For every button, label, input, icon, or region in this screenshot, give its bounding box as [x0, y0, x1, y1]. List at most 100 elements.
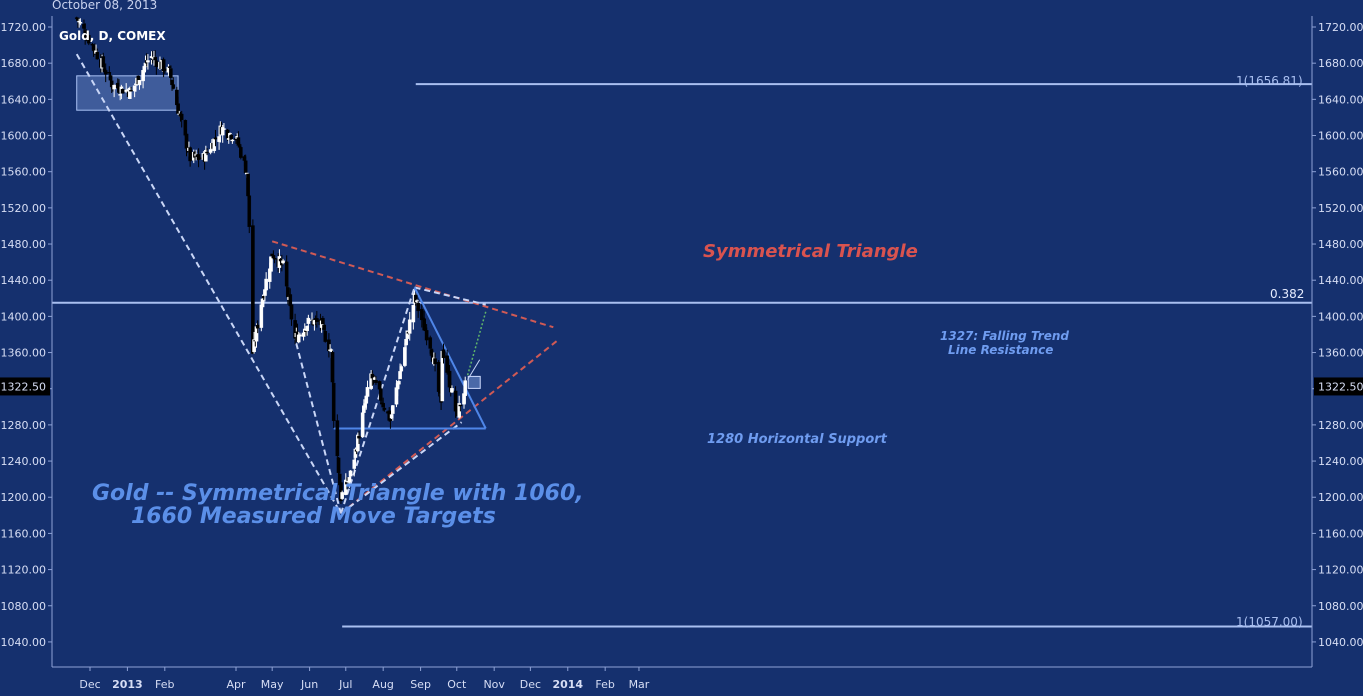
y-tick-label-right: 1640.00: [1318, 93, 1363, 106]
y-tick-label-left: 1600.00: [1, 130, 47, 143]
candle-body: [188, 147, 192, 162]
target-lower-label: 1(1057.00): [1236, 615, 1303, 629]
candle-body: [399, 366, 404, 372]
candle-body: [323, 330, 328, 342]
current-price-tag-right: [1314, 377, 1363, 396]
y-tick-label-left: 1440.00: [1, 274, 47, 287]
candle-body: [107, 72, 112, 74]
y-tick-label-right: 1720.00: [1318, 21, 1363, 34]
candle-body: [247, 195, 252, 227]
candle-body: [458, 404, 463, 407]
candle-body: [378, 388, 383, 401]
y-tick-label-right: 1520.00: [1318, 202, 1363, 215]
candle-body: [129, 90, 133, 92]
y-tick-label-right: 1200.00: [1318, 491, 1363, 504]
candle-body: [330, 352, 335, 383]
support-label: 1280 Horizontal Support: [707, 432, 888, 447]
candle-body: [128, 87, 132, 99]
target-upper-label: 1(1656.81): [1236, 74, 1303, 88]
candle-body: [120, 89, 125, 94]
symbol-label: Gold, D, COMEX: [59, 29, 166, 43]
y-tick-label-right: 1120.00: [1318, 564, 1363, 577]
triangle-upper-line: [271, 240, 554, 329]
x-tick-label: Nov: [483, 678, 505, 691]
y-tick-label-right: 1680.00: [1318, 57, 1363, 70]
candle-body: [171, 84, 176, 89]
candle-body: [398, 371, 402, 380]
x-tick-label: Feb: [155, 678, 174, 691]
candle-body: [251, 225, 255, 354]
candle-body: [306, 317, 311, 324]
y-tick-label-left: 1480.00: [1, 238, 47, 251]
x-tick-label: Apr: [226, 678, 246, 691]
current-price-tag-left: [0, 377, 50, 396]
x-tick-label: Jul: [338, 678, 352, 691]
axes-layer: 1720.00 1720.00 1680.00 1680.00 1640.00 1640.…: [0, 16, 1363, 691]
candle-body: [391, 405, 395, 414]
x-tick-label: Aug: [372, 678, 393, 691]
falling-trend-line: [413, 286, 487, 429]
candle-body: [243, 160, 248, 174]
candle-body: [284, 261, 289, 287]
candle-body: [331, 382, 336, 421]
candle-body: [236, 137, 241, 146]
y-tick-label-right: 1280.00: [1318, 419, 1363, 432]
y-tick-label-left: 1680.00: [1, 57, 47, 70]
candle-body: [388, 419, 393, 421]
current-price-label-left: 1322.50: [1, 380, 47, 393]
candle-body: [260, 298, 265, 308]
y-tick-label-right: 1600.00: [1318, 130, 1363, 143]
x-tick-label: Oct: [447, 678, 467, 691]
candle-body: [397, 380, 401, 385]
candle-body: [413, 294, 418, 303]
candle-body: [403, 347, 407, 366]
y-tick-label-left: 1720.00: [1, 21, 47, 34]
candle-body: [281, 260, 285, 264]
candle-body: [154, 60, 159, 67]
triangle-lower-line: [340, 338, 560, 515]
candle-body: [255, 324, 260, 329]
chart-title-line-2: 1660 Measured Move Targets: [131, 504, 496, 529]
candle-body: [433, 358, 437, 365]
y-tick-label-left: 1080.00: [1, 600, 47, 613]
y-tick-label-right: 1560.00: [1318, 166, 1363, 179]
candle-body: [179, 113, 184, 120]
y-tick-label-left: 1400.00: [1, 310, 47, 323]
candle-body: [335, 420, 340, 457]
x-tick-label: Dec: [79, 678, 100, 691]
candle-body: [264, 278, 268, 291]
y-tick-label-right: 1360.00: [1318, 347, 1363, 360]
x-tick-label: Feb: [595, 678, 614, 691]
x-tick-label: May: [261, 678, 284, 691]
x-tick-label: Dec: [520, 678, 541, 691]
candle-body: [357, 435, 361, 439]
y-tick-label-left: 1560.00: [1, 166, 47, 179]
y-tick-label-right: 1080.00: [1318, 600, 1363, 613]
candle-body: [298, 334, 302, 337]
y-tick-label-left: 1280.00: [1, 419, 47, 432]
candle-body: [169, 68, 173, 78]
candle-body: [86, 35, 91, 44]
x-tick-label: Sep: [410, 678, 431, 691]
date-label: October 08, 2013: [52, 0, 158, 12]
candle-body: [340, 492, 344, 499]
candle-body: [453, 390, 458, 412]
y-tick-label-right: 1480.00: [1318, 238, 1363, 251]
candle-body: [230, 139, 235, 142]
candle-body: [441, 349, 446, 359]
candle-body: [381, 402, 385, 407]
candle-body: [405, 330, 410, 339]
candle-body: [222, 128, 226, 130]
candle-body: [416, 302, 420, 312]
y-tick-label-left: 1360.00: [1, 347, 47, 360]
candle-body: [103, 70, 108, 75]
y-tick-label-right: 1160.00: [1318, 527, 1363, 540]
candle-body: [146, 60, 150, 63]
candle-body: [163, 68, 167, 71]
candle-body: [348, 470, 353, 477]
y-tick-label-right: 1040.00: [1318, 636, 1363, 649]
candle-body: [137, 80, 142, 86]
candle-body: [428, 337, 433, 349]
